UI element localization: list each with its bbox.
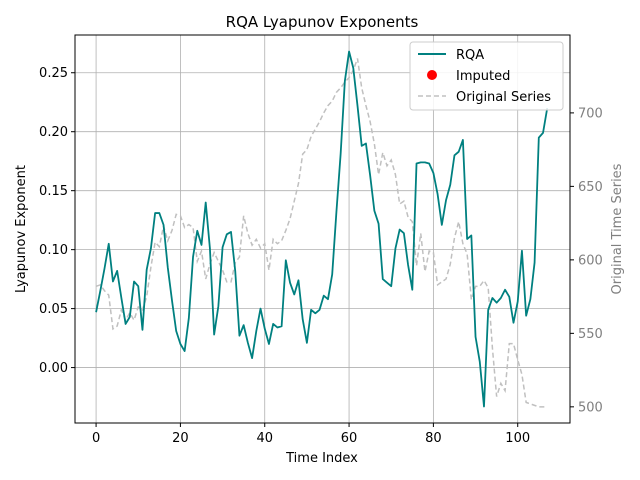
y-tick-label-1: 0.05	[39, 302, 68, 317]
y2-tick-label-2: 600	[578, 253, 603, 268]
x-tick-label-0: 0	[92, 431, 100, 446]
x-tick-label-3: 60	[341, 431, 358, 446]
chart-title: RQA Lyapunov Exponents	[226, 13, 419, 31]
legend-original-label: Original Series	[456, 90, 551, 105]
y-tick-label-3: 0.15	[39, 184, 68, 199]
y-tick-label-4: 0.20	[39, 125, 68, 140]
x-tick-label-1: 20	[172, 431, 189, 446]
x-tick-label-5: 100	[505, 431, 530, 446]
y2-axis-title: Original Time Series	[610, 163, 625, 294]
y-tick-label-0: 0.00	[39, 361, 68, 376]
x-tick-label-2: 40	[256, 431, 273, 446]
legend-imputed-marker	[427, 70, 437, 80]
y2-tick-label-4: 700	[578, 106, 603, 121]
y-tick-label-2: 0.10	[39, 243, 68, 258]
original-series-line	[95, 58, 548, 408]
series-layer	[95, 50, 549, 408]
legend: RQA Imputed Original Series	[409, 41, 564, 111]
y2-tick-label-0: 500	[578, 400, 603, 415]
x-axis-title: Time Index	[285, 451, 358, 466]
x-tick-label-4: 80	[425, 431, 442, 446]
y2-tick-label-1: 550	[578, 327, 603, 342]
legend-frame	[409, 41, 564, 111]
legend-imputed-label: Imputed	[456, 69, 510, 84]
y-tick-label-5: 0.25	[39, 66, 68, 81]
plot-frame	[74, 34, 571, 424]
legend-rqa-label: RQA	[456, 48, 484, 63]
y2-tick-label-3: 650	[578, 180, 603, 195]
rqa-series-line	[95, 50, 549, 408]
y-axis-title: Lyapunov Exponent	[14, 165, 29, 293]
ticks: 0 20 40 60 80 100 0.00 0.05 0.10 0.15 0.20 0.25 500 5…	[39, 66, 603, 446]
